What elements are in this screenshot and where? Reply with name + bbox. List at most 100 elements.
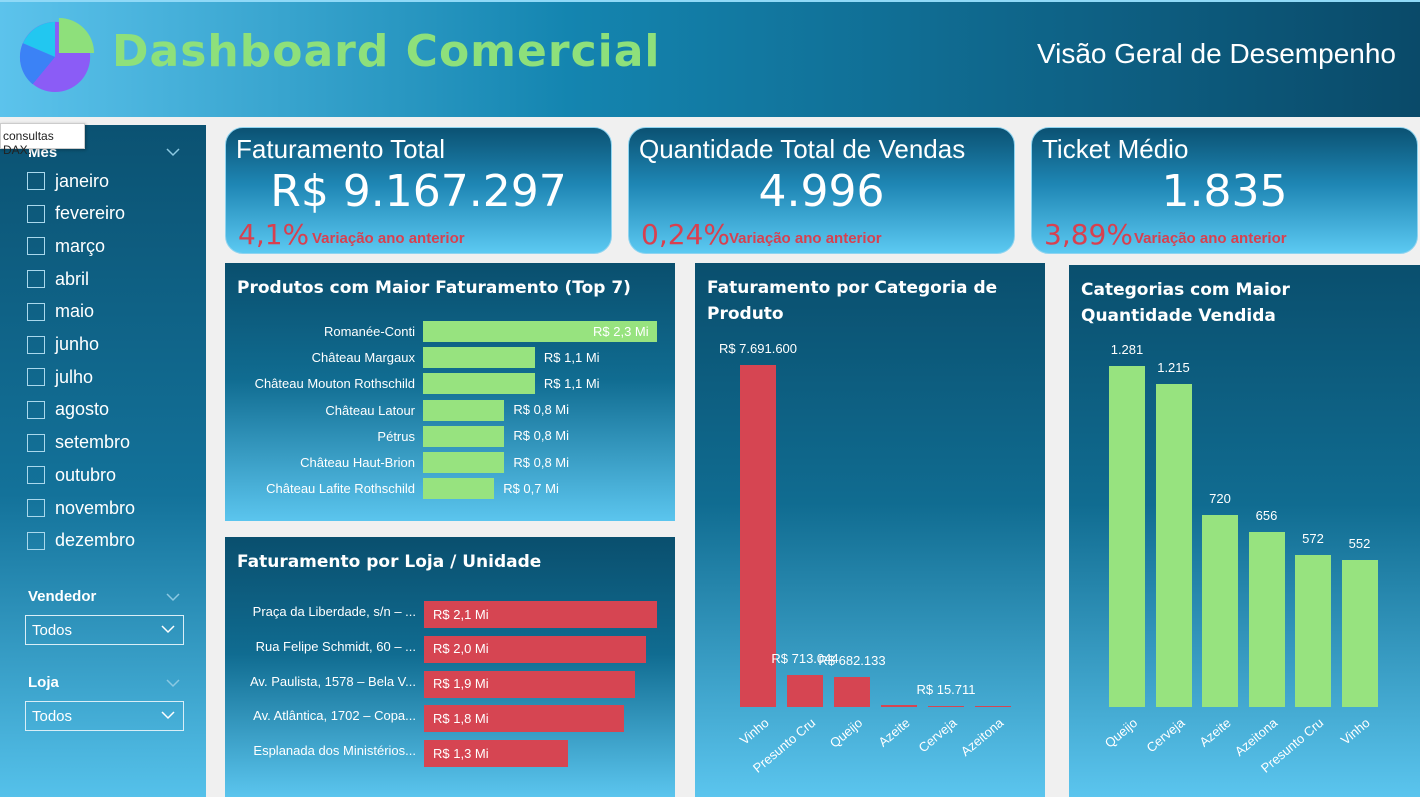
category-label: Cerveja: [915, 715, 960, 756]
bar[interactable]: [1109, 366, 1145, 707]
bar[interactable]: [424, 670, 635, 698]
data-label: R$ 2,0 Mi: [433, 641, 489, 657]
bar[interactable]: [1248, 532, 1285, 707]
store-dropdown[interactable]: Todos: [25, 701, 184, 731]
month-label: janeiro: [55, 170, 110, 191]
bar[interactable]: [423, 425, 505, 447]
bar[interactable]: [740, 365, 776, 707]
chevron-down-icon[interactable]: [166, 590, 180, 604]
checkbox[interactable]: [27, 335, 45, 354]
bar[interactable]: [1155, 383, 1192, 707]
checkbox[interactable]: [27, 302, 45, 321]
month-option[interactable]: março: [27, 234, 105, 258]
checkbox[interactable]: [27, 204, 45, 223]
bar[interactable]: [424, 635, 646, 663]
month-label: outubro: [55, 464, 117, 485]
bar[interactable]: [1202, 515, 1238, 707]
filter-sidebar: Mês janeiro fevereiro março abril maio junho j…: [0, 125, 206, 797]
bar[interactable]: [975, 705, 1011, 707]
category-label: Château Mouton Rothschild: [254, 376, 415, 392]
bar[interactable]: [423, 373, 535, 395]
checkbox[interactable]: [27, 400, 45, 419]
bar[interactable]: [423, 478, 495, 500]
data-label: R$ 1,9 Mi: [433, 676, 489, 692]
bar[interactable]: [881, 704, 917, 707]
checkbox[interactable]: [27, 237, 45, 256]
kpi-title: Ticket Médio: [1042, 134, 1189, 164]
seller-dropdown[interactable]: Todos: [25, 615, 184, 645]
bar[interactable]: [423, 399, 505, 421]
bar[interactable]: [787, 675, 823, 707]
data-label: R$ 15.711: [916, 681, 976, 697]
chevron-down-icon[interactable]: [166, 676, 180, 690]
category-label: Queijo: [1102, 715, 1141, 751]
checkbox[interactable]: [27, 368, 45, 387]
seller-slicer-title: Vendedor: [28, 588, 97, 605]
checkbox[interactable]: [27, 499, 45, 517]
month-option[interactable]: setembro: [27, 431, 130, 455]
month-label: junho: [55, 334, 100, 354]
month-label: dezembro: [55, 530, 136, 551]
month-option[interactable]: maio: [27, 300, 94, 324]
checkbox[interactable]: [27, 466, 45, 485]
chart-title: Categorias com Maior Quantidade Vendida: [1081, 280, 1290, 326]
kpi-variation-label: Variação ano anterior: [1134, 230, 1287, 247]
bar[interactable]: [423, 452, 505, 473]
data-label: R$ 0,8 Mi: [513, 454, 570, 470]
kpi-variation-label: Variação ano anterior: [729, 230, 882, 247]
checkbox[interactable]: [27, 433, 45, 452]
chevron-down-icon[interactable]: [166, 145, 180, 159]
kpi-variation: 3,89%: [1044, 218, 1133, 251]
data-label: R$ 682.133: [818, 652, 886, 668]
kpi-variation-label: Variação ano anterior: [312, 230, 465, 247]
month-option[interactable]: junho: [27, 333, 99, 357]
checkbox[interactable]: [27, 172, 45, 190]
month-option[interactable]: novembro: [27, 496, 135, 520]
category-label: Romanée-Conti: [323, 324, 415, 339]
kpi-card-sales-quantity: Quantidade Total de Vendas 4.996 0,24% V…: [628, 127, 1015, 254]
data-label: R$ 0,7 Mi: [503, 480, 559, 496]
checkbox[interactable]: [27, 270, 45, 289]
seller-dropdown-value: Todos: [32, 621, 73, 639]
month-option[interactable]: outubro: [27, 463, 116, 487]
month-label: julho: [55, 366, 94, 387]
data-label: R$ 0,8 Mi: [513, 428, 570, 444]
data-label: 1.281: [1110, 342, 1144, 357]
bar[interactable]: [423, 347, 535, 369]
dashboard-header: Dashboard Comercial Visão Geral de Desem…: [0, 0, 1420, 117]
month-option[interactable]: fevereiro: [27, 202, 125, 226]
bar[interactable]: [424, 705, 624, 733]
chevron-down-icon: [161, 711, 175, 720]
month-option[interactable]: dezembro: [27, 529, 135, 553]
category-quantity-chart: Categorias com Maior Quantidade Vendida …: [1069, 265, 1420, 797]
data-label: 720: [1209, 491, 1231, 507]
bar[interactable]: [424, 601, 657, 628]
data-label: R$ 7.691.600: [718, 341, 798, 356]
kpi-value: 1.835: [1161, 166, 1288, 217]
month-option[interactable]: janeiro: [27, 169, 109, 193]
category-label: Rua Felipe Schmidt, 60 – ...: [255, 638, 416, 654]
bar[interactable]: [423, 321, 657, 342]
bar[interactable]: [1295, 554, 1331, 707]
category-label: Cerveja: [1143, 715, 1188, 756]
month-label: agosto: [55, 399, 110, 420]
month-option[interactable]: abril: [27, 267, 89, 291]
category-label: Av. Paulista, 1578 – Bela V...: [250, 673, 416, 689]
data-label: R$ 1,3 Mi: [433, 745, 489, 761]
month-option[interactable]: julho: [27, 365, 93, 389]
category-label: Vinho: [1338, 715, 1374, 748]
bar[interactable]: [424, 740, 569, 768]
kpi-variation: 4,1%: [238, 218, 310, 251]
month-option[interactable]: agosto: [27, 398, 109, 422]
month-label: novembro: [55, 497, 136, 518]
top-products-chart: Produtos com Maior Faturamento (Top 7) R…: [225, 263, 675, 521]
store-revenue-chart: Faturamento por Loja / Unidade Praça da …: [225, 537, 675, 797]
bar[interactable]: [928, 705, 964, 707]
checkbox[interactable]: [27, 531, 45, 550]
bar[interactable]: [1341, 560, 1378, 707]
month-label: fevereiro: [55, 203, 126, 224]
category-label: Queijo: [827, 715, 866, 751]
chart-title: Faturamento por Categoria de Produto: [707, 278, 998, 324]
data-label: R$ 0,8 Mi: [513, 402, 570, 418]
bar[interactable]: [834, 676, 870, 707]
